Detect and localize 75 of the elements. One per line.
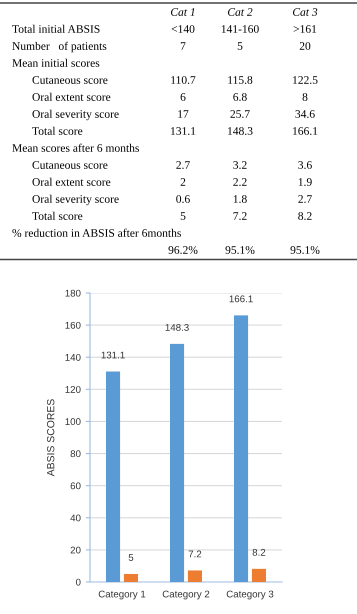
text: 34.6	[295, 110, 315, 118]
bar	[188, 570, 202, 582]
text: 95.1%	[225, 246, 254, 254]
x-tick-label: Category 1	[98, 590, 146, 600]
text: 5	[180, 212, 186, 220]
text: 2.7	[176, 161, 190, 169]
text: 7.2	[234, 212, 247, 220]
y-tick-label: 100	[65, 418, 81, 426]
text: 17	[178, 110, 188, 118]
category-label: Oral severity score	[32, 194, 119, 206]
category-label: Oral severity score	[32, 110, 119, 120]
y-tick-label: 20	[70, 546, 81, 554]
bar	[252, 568, 266, 582]
text: 115.8	[228, 76, 252, 84]
text: 3.6	[298, 161, 312, 169]
y-tick-label: 0	[76, 578, 81, 586]
data-label: 166.1	[230, 295, 253, 302]
y-axis-title: ABSIS SCORES	[46, 399, 54, 476]
data-label: 5	[128, 554, 134, 561]
y-tick-label: 140	[65, 354, 81, 361]
category-label: Oral extent score	[32, 92, 110, 101]
text: >161	[294, 25, 316, 33]
data-label: 7.2	[188, 550, 202, 558]
bar	[106, 372, 120, 582]
text: 2.7	[298, 195, 312, 203]
text: 2	[180, 178, 186, 186]
y-tick-label: 120	[65, 386, 81, 393]
y-tick-label: 60	[70, 482, 81, 490]
text: 122.5	[293, 76, 318, 84]
bar	[234, 315, 248, 582]
text: 148.3	[228, 127, 253, 135]
text: 0.6	[176, 195, 190, 203]
category-label: Oral extent score	[32, 178, 110, 186]
text: 3.2	[233, 161, 247, 169]
text: 1.8	[234, 195, 247, 203]
text: 131.1	[171, 127, 196, 135]
category-label: Mean scores after 6 months	[12, 144, 139, 152]
category-label: Cat 2	[228, 8, 252, 16]
category-label: Total score	[32, 212, 82, 220]
y-tick-label: 80	[70, 450, 81, 458]
y-tick-label: 180	[65, 290, 81, 297]
text: <140	[172, 25, 194, 33]
text: 166.1	[293, 127, 318, 135]
y-tick-label: 160	[65, 322, 81, 329]
text: 96.2%	[168, 246, 198, 254]
category-label: % reduction in ABSIS after 6months	[12, 228, 181, 237]
category-label: Total initial ABSIS	[12, 24, 100, 33]
x-tick-label: Category 3	[226, 590, 274, 600]
category-label: Number of patients	[12, 42, 106, 52]
text: 7	[180, 42, 186, 50]
text: 25.7	[230, 110, 250, 118]
text: 141-160	[222, 25, 259, 33]
category-label: Cutaneous score	[32, 76, 108, 84]
category-label: Cutaneous score	[32, 161, 108, 169]
data-label: 148.3	[166, 324, 189, 331]
y-tick-label: 40	[70, 514, 81, 522]
text: 8.2	[298, 212, 312, 220]
bar	[124, 574, 138, 582]
category-label: Total score	[32, 126, 82, 135]
bar	[170, 344, 184, 582]
text: 8	[302, 93, 308, 101]
text: 6.8	[233, 93, 247, 101]
text: 2.2	[233, 178, 247, 186]
data-label: 131.1	[102, 352, 125, 358]
text: 1.9	[298, 178, 312, 186]
text: 110.7	[171, 76, 196, 84]
text: 6	[180, 93, 186, 101]
x-tick-label: Category 2	[162, 590, 210, 600]
text: 95.1%	[290, 246, 320, 254]
category-label: Cat 3	[292, 8, 318, 16]
category-label: Cat 1	[170, 8, 194, 16]
category-label: Mean initial scores	[12, 58, 100, 67]
text: 20	[300, 42, 310, 50]
data-label: 8.2	[252, 548, 266, 556]
text: 5	[238, 42, 242, 50]
